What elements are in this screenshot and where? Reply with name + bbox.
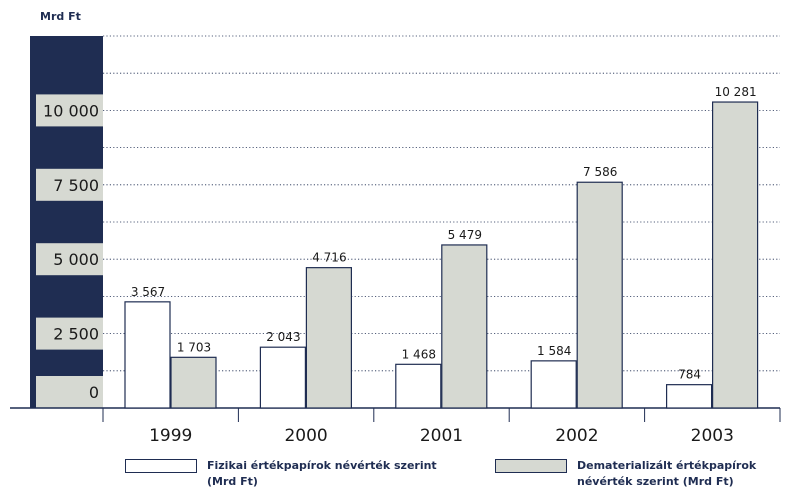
data-label: 5 479 — [448, 228, 482, 242]
x-tick-label: 2000 — [284, 426, 327, 446]
y-tick-label: 0 — [89, 383, 99, 402]
x-tick-label: 2003 — [691, 426, 734, 446]
y-tick-label: 2 500 — [53, 325, 99, 344]
bar-physical — [530, 360, 577, 409]
y-tick-box — [36, 317, 103, 350]
bar-dematerialized — [170, 356, 217, 409]
data-label: 10 281 — [715, 85, 757, 99]
data-label: 3 567 — [131, 285, 165, 299]
legend-item-physical: Fizikai értékpapírok névérték szerint (M… — [125, 458, 437, 490]
bar-dematerialized — [576, 181, 623, 409]
bar-dematerialized — [711, 101, 759, 409]
y-tick-box — [36, 94, 103, 127]
y-tick-box — [36, 168, 103, 201]
y-tick-box — [36, 243, 103, 276]
legend-swatch-dematerialized — [495, 459, 567, 473]
data-label: 4 716 — [312, 251, 346, 265]
bar-physical — [124, 301, 171, 409]
y-axis-unit-label: Mrd Ft — [40, 10, 81, 23]
y-tick-box — [36, 376, 103, 408]
legend-swatch-physical — [125, 459, 197, 473]
legend-label-dematerialized: Dematerializált értékpapírok névérték sz… — [577, 459, 757, 488]
bar-physical — [395, 363, 442, 409]
bar-physical — [665, 384, 713, 409]
bar-dematerialized — [441, 244, 488, 409]
legend-label-physical: Fizikai értékpapírok névérték szerint (M… — [207, 459, 437, 488]
y-tick-label: 10 000 — [43, 101, 99, 120]
data-label: 1 584 — [537, 344, 571, 358]
y-axis-band — [30, 36, 103, 408]
data-label: 1 468 — [402, 347, 436, 361]
x-tick-label: 1999 — [149, 426, 192, 446]
data-label: 2 043 — [266, 330, 300, 344]
y-tick-label: 7 500 — [53, 176, 99, 195]
x-tick-label: 2002 — [555, 426, 598, 446]
bar-physical — [259, 346, 306, 409]
y-tick-label: 5 000 — [53, 250, 99, 269]
bar-dematerialized — [305, 267, 352, 409]
data-label: 784 — [678, 368, 701, 382]
legend-item-dematerialized: Dematerializált értékpapírok névérték sz… — [495, 458, 756, 490]
data-label: 7 586 — [583, 165, 617, 179]
x-tick-label: 2001 — [420, 426, 463, 446]
data-label: 1 703 — [177, 340, 211, 354]
